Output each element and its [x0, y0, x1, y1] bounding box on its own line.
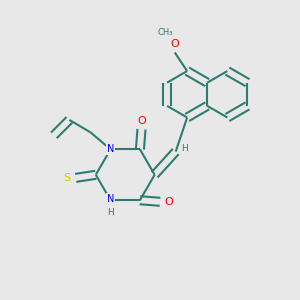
Text: O: O [164, 197, 173, 207]
Text: S: S [64, 173, 70, 183]
Text: O: O [137, 116, 146, 125]
Text: N: N [107, 194, 114, 204]
Text: CH₃: CH₃ [158, 28, 173, 37]
Text: H: H [182, 144, 188, 153]
Text: N: N [107, 144, 114, 154]
Text: O: O [170, 39, 179, 49]
Text: H: H [107, 208, 114, 217]
